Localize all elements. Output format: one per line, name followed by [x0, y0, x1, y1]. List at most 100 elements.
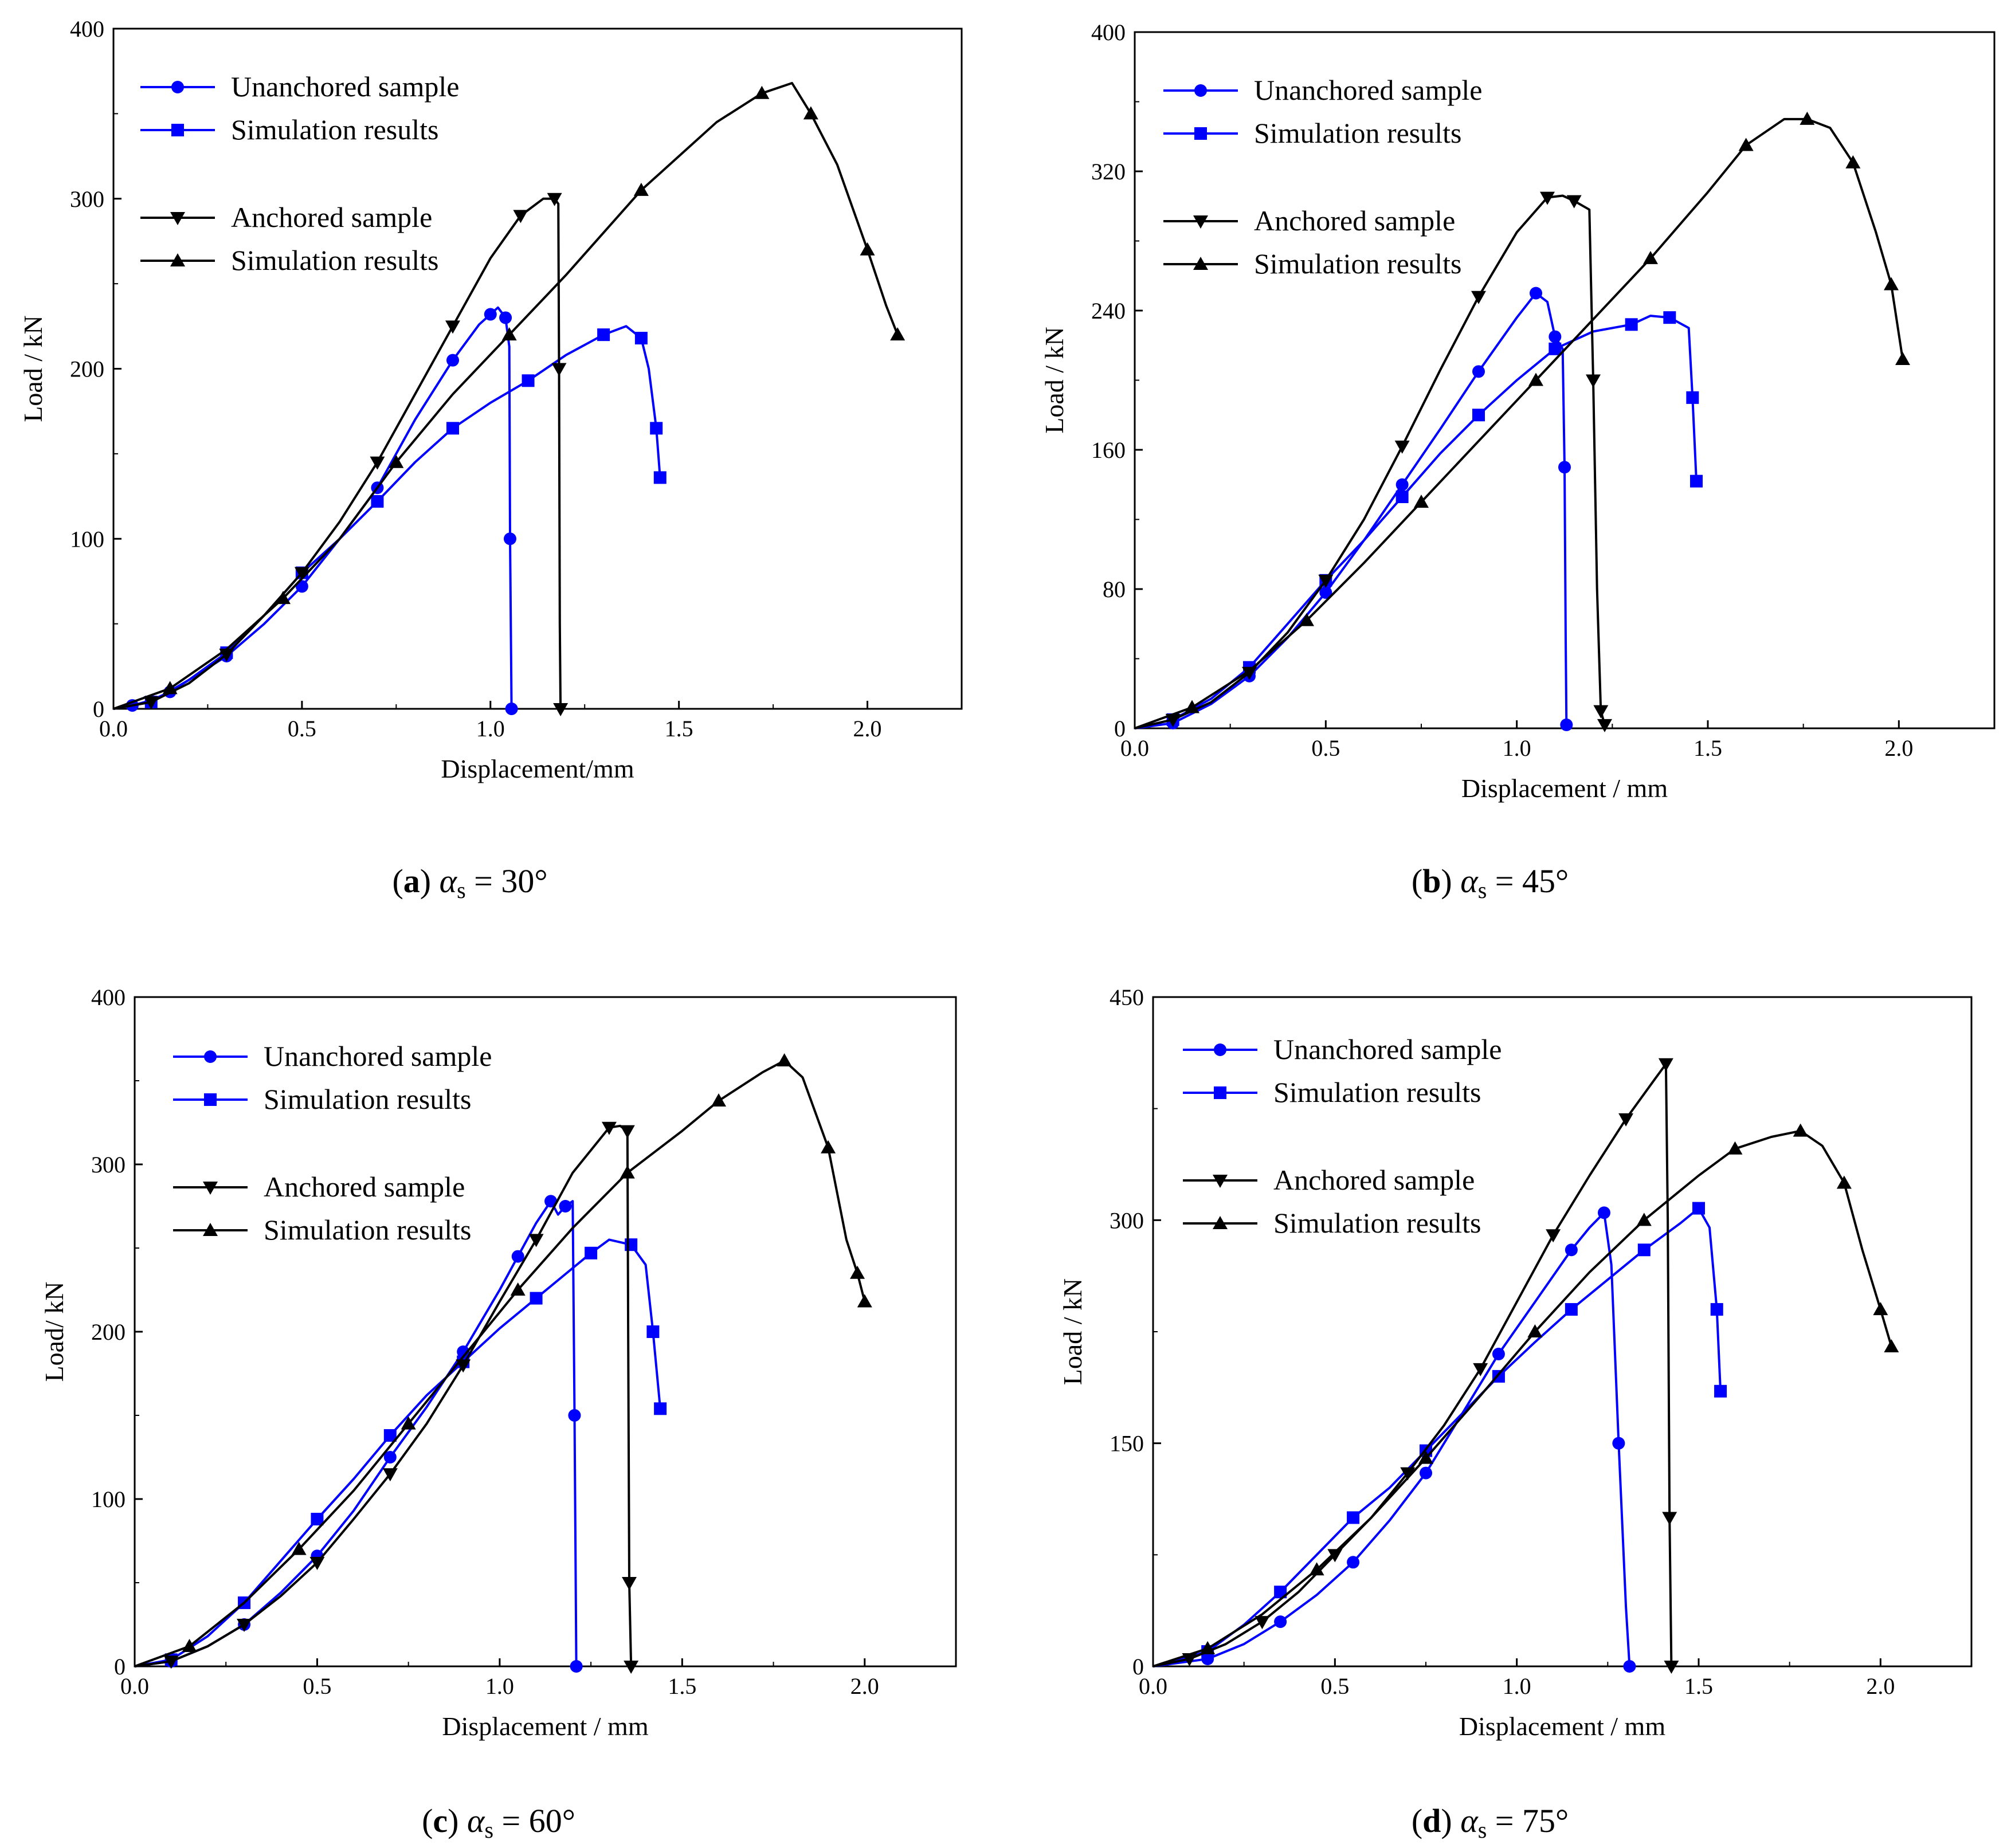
data-point	[1165, 713, 1181, 727]
data-point	[371, 495, 384, 508]
y-axis-title: Load / kN	[18, 315, 48, 422]
data-point	[499, 311, 512, 324]
data-point	[510, 1282, 526, 1296]
series-line	[113, 325, 661, 710]
data-point	[1658, 1058, 1673, 1072]
series-line	[113, 82, 899, 710]
series-simulation-results-4	[1152, 1123, 1899, 1667]
data-point	[1471, 291, 1486, 304]
legend-marker	[1213, 1216, 1228, 1229]
data-point	[1565, 1303, 1578, 1316]
x-tick-label: 0.5	[288, 716, 316, 741]
legend-label: Simulation results	[264, 1083, 472, 1115]
y-tick-label: 300	[91, 1152, 126, 1178]
data-point	[1663, 311, 1676, 324]
legend-marker	[1214, 1043, 1226, 1056]
x-tick-label: 0.5	[303, 1673, 331, 1699]
data-point	[597, 328, 610, 342]
series-simulation-results-4	[1134, 111, 1910, 729]
data-point	[503, 532, 516, 546]
x-tick-label: 1.0	[1503, 735, 1531, 761]
data-point	[457, 1345, 470, 1359]
legend-label: Unanchored sample	[231, 70, 459, 103]
data-point	[625, 1238, 638, 1251]
data-point	[501, 327, 517, 341]
data-point	[850, 1265, 865, 1279]
series-line	[1134, 315, 1698, 729]
y-tick-label: 150	[1110, 1431, 1144, 1457]
x-tick-label: 1.5	[665, 716, 693, 741]
data-point	[1347, 1511, 1360, 1524]
data-point	[1625, 318, 1638, 331]
data-point	[1597, 1206, 1610, 1219]
data-point	[1527, 1324, 1543, 1337]
data-point	[291, 1541, 307, 1555]
x-tick-label: 2.0	[1866, 1673, 1895, 1699]
data-point	[484, 308, 497, 321]
x-tick-label: 1.5	[1694, 735, 1722, 761]
data-point	[1185, 700, 1199, 713]
series-line	[1152, 1207, 1722, 1667]
data-point	[513, 210, 528, 223]
x-tick-label: 0.0	[120, 1673, 149, 1699]
data-point	[754, 85, 770, 99]
data-point	[1727, 1141, 1743, 1155]
data-point	[553, 703, 569, 716]
series-line	[113, 306, 513, 710]
data-point	[511, 1250, 524, 1263]
data-point	[1200, 1641, 1216, 1654]
panel-a: 0.0 0.5 1.0 1.5 2.0 0 100 200 300 400 Displacement…	[18, 16, 963, 903]
data-point	[1400, 1467, 1416, 1481]
data-point	[1418, 1450, 1433, 1464]
data-point	[1530, 287, 1542, 300]
y-tick-label: 0	[114, 1654, 126, 1680]
series-line	[1134, 292, 1568, 729]
data-point	[1586, 374, 1601, 388]
data-point	[1845, 155, 1861, 168]
data-point	[383, 1451, 397, 1464]
data-point	[857, 1294, 872, 1308]
data-point	[1347, 1556, 1360, 1569]
data-point	[620, 1165, 635, 1179]
legend-label: Simulation results	[231, 244, 439, 276]
series-line	[113, 197, 562, 710]
y-tick-label: 450	[1110, 984, 1144, 1010]
legend-label: Unanchored sample	[264, 1040, 492, 1072]
data-point	[1686, 391, 1699, 404]
data-point	[568, 1409, 581, 1422]
data-point	[1473, 1363, 1488, 1376]
legend-label: Anchored sample	[264, 1171, 465, 1203]
data-point	[1895, 352, 1910, 366]
x-tick-label: 1.0	[476, 716, 505, 741]
legend-label: Simulation results	[264, 1214, 472, 1246]
data-point	[1255, 1616, 1270, 1630]
data-point	[646, 1325, 660, 1338]
data-point	[1636, 1213, 1652, 1226]
data-point	[654, 1402, 667, 1415]
y-tick-label: 400	[1091, 19, 1126, 45]
legend-label: Anchored sample	[1273, 1164, 1475, 1196]
legend: Unanchored sample Simulation results Ancho…	[1183, 1033, 1502, 1239]
data-point	[237, 1619, 252, 1632]
data-point	[633, 182, 649, 196]
data-point	[1643, 250, 1658, 264]
data-point	[1566, 195, 1582, 209]
data-point	[711, 1093, 727, 1107]
data-point	[544, 1195, 558, 1208]
series-unanchored-sample-1	[1134, 287, 1573, 731]
data-point	[1549, 330, 1562, 343]
data-point	[601, 1121, 617, 1135]
legend-label: Simulation results	[231, 113, 439, 146]
data-point	[1395, 478, 1409, 491]
data-point	[1884, 1339, 1899, 1352]
x-axis-title: Displacement / mm	[442, 1712, 648, 1741]
legend-label: Anchored sample	[231, 201, 432, 233]
x-tick-label: 2.0	[1884, 735, 1913, 761]
legend-marker	[1193, 215, 1208, 229]
data-point	[1558, 461, 1571, 474]
x-tick-label: 1.5	[668, 1673, 696, 1699]
data-point	[634, 332, 648, 345]
data-point	[1738, 138, 1754, 151]
series-line	[134, 1238, 662, 1667]
data-point	[621, 1577, 637, 1590]
